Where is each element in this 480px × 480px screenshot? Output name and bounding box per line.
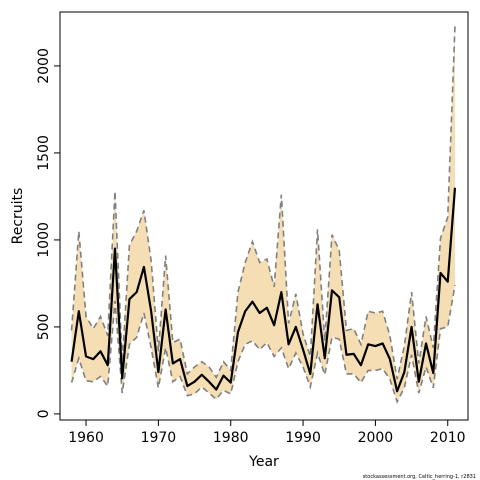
confidence-band	[71, 25, 455, 402]
x-tick-label: 2000	[358, 430, 394, 446]
x-tick-label: 1960	[68, 430, 104, 446]
x-tick-label: 1970	[141, 430, 177, 446]
y-tick-label: 1500	[36, 135, 52, 171]
x-tick-label: 1980	[213, 430, 249, 446]
y-tick-label: 500	[36, 314, 52, 341]
x-tick-label: 1990	[285, 430, 321, 446]
y-tick-label: 2000	[36, 48, 52, 84]
lower-bound-line	[70, 285, 456, 404]
y-tick-label: 0	[36, 409, 52, 418]
plot-frame	[59, 11, 469, 421]
y-tick-label: 1000	[36, 222, 52, 258]
footnote: stockassessment.org, Celtic_herring-1, r…	[363, 474, 476, 480]
x-axis: 1960 1970 1980 1990 2000 2010	[68, 420, 466, 446]
y-axis: 0 500 1000 1500 2000	[36, 48, 60, 418]
x-axis-title: Year	[248, 454, 279, 470]
x-tick-label: 2010	[430, 430, 466, 446]
y-axis-title: Recruits	[10, 188, 26, 245]
plot-area	[70, 25, 457, 404]
estimate-line	[70, 187, 457, 393]
